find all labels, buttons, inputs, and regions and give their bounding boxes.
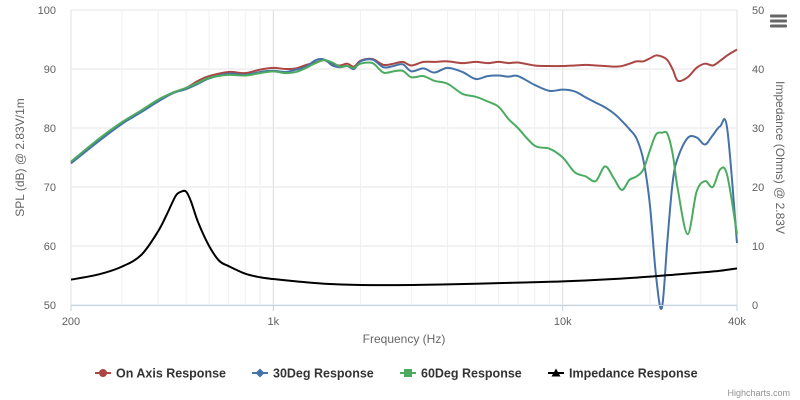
on-axis-response-line[interactable] xyxy=(70,48,738,164)
legend-label: On Axis Response xyxy=(116,367,226,381)
hamburger-menu-icon[interactable] xyxy=(770,14,787,28)
legend-item[interactable]: On Axis Response xyxy=(95,367,226,381)
y-right-tick-label: 40 xyxy=(752,64,764,76)
triangle-marker-icon xyxy=(551,368,561,377)
y-left-tick-label: 60 xyxy=(44,241,56,253)
legend: On Axis Response 30Deg Response 60Deg Resp… xyxy=(95,367,698,381)
x-tick-label: 1k xyxy=(267,316,279,328)
y-right-tick-label: 0 xyxy=(752,300,758,312)
y-axis-right-title: Impedance (Ohms) @ 2.83V xyxy=(773,81,787,234)
diamond-marker-icon xyxy=(255,368,265,378)
legend-item[interactable]: Impedance Response xyxy=(548,367,698,381)
circle-marker-icon xyxy=(99,369,107,377)
grid-lines xyxy=(70,9,738,306)
y-right-tick-label: 30 xyxy=(752,123,764,135)
credits-link[interactable]: Highcharts.com xyxy=(727,388,790,398)
x-tick-label: 10k xyxy=(554,316,572,328)
menu-bar xyxy=(770,14,787,18)
y-left-tick-label: 80 xyxy=(44,123,56,135)
y-left-tick-label: 100 xyxy=(38,5,56,17)
legend-item[interactable]: 30Deg Response xyxy=(252,367,374,381)
30deg-response-line[interactable] xyxy=(70,58,738,310)
y-left-tick-label: 50 xyxy=(44,300,56,312)
x-tick-label: 200 xyxy=(62,316,80,328)
x-axis-title: Frequency (Hz) xyxy=(363,332,446,346)
y-left-tick-label: 90 xyxy=(44,64,56,76)
y-left-tick-label: 70 xyxy=(44,182,56,194)
legend-label: 30Deg Response xyxy=(273,367,374,381)
square-marker-icon xyxy=(404,369,412,377)
x-tick-label: 40k xyxy=(728,316,746,328)
series-group xyxy=(70,48,738,310)
y-right-tick-label: 20 xyxy=(752,182,764,194)
y-right-tick-label: 50 xyxy=(752,5,764,17)
y-right-tick-label: 10 xyxy=(752,241,764,253)
menu-bar xyxy=(770,19,787,23)
y-axis-left-title: SPL (dB) @ 2.83V/1m xyxy=(13,98,27,216)
menu-bar xyxy=(770,24,787,28)
legend-label: 60Deg Response xyxy=(421,367,522,381)
60deg-response-line[interactable] xyxy=(70,59,738,236)
legend-item[interactable]: 60Deg Response xyxy=(400,367,522,381)
axes-group: 50 60 70 80 90 100 0 10 20 30 40 50 200 1k 10k 40k xyxy=(38,5,765,328)
impedance-response-line[interactable] xyxy=(70,189,738,287)
legend-label: Impedance Response xyxy=(569,367,698,381)
